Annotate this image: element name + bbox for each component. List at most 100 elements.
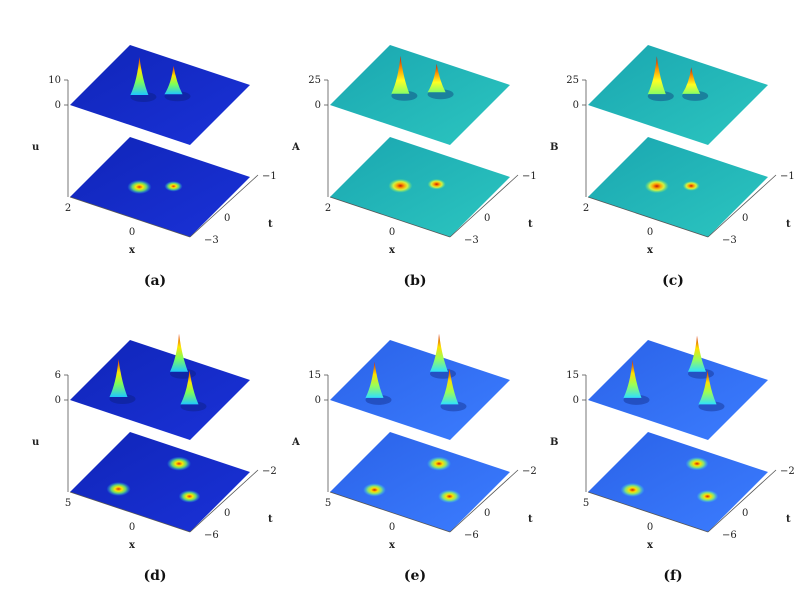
x-axis-label: x <box>129 245 136 256</box>
z-tick-label: 25 <box>566 75 579 86</box>
peak <box>365 361 384 398</box>
x-tick-label: 0 <box>129 227 135 238</box>
t-tick-label: −1 <box>522 171 537 182</box>
surface-plane <box>330 340 510 440</box>
x-axis-line <box>329 491 451 533</box>
surface-plane <box>330 45 510 145</box>
z-tick-label: 0 <box>55 395 61 406</box>
t-tick-label: −1 <box>262 171 277 182</box>
panel-b: 25 0 A 2 0 x −1 0 −3 t (b) <box>291 45 537 289</box>
panel-caption: (d) <box>143 568 166 584</box>
t-tick-label: −2 <box>522 466 537 477</box>
peak <box>170 333 188 372</box>
x-tick-label: 5 <box>583 498 589 509</box>
panel-caption: (a) <box>144 273 166 289</box>
x-tick-label: 0 <box>647 522 653 533</box>
projection-plane <box>330 432 510 532</box>
projection-spot <box>127 179 152 194</box>
x-axis-line <box>587 196 709 238</box>
peak <box>430 333 448 372</box>
projection-spot <box>427 456 451 471</box>
t-tick-label: −2 <box>262 466 277 477</box>
z-tick-label: 25 <box>308 75 321 86</box>
x-tick-label: 0 <box>647 227 653 238</box>
panel-caption: (e) <box>404 568 426 584</box>
t-tick-label: 0 <box>224 508 230 519</box>
z-tick-label: 0 <box>315 395 321 406</box>
x-tick-label: 0 <box>389 522 395 533</box>
t-axis-label: t <box>528 219 533 230</box>
t-tick-label: 0 <box>224 213 230 224</box>
projection-spot <box>685 457 709 471</box>
t-axis-label: t <box>786 514 791 525</box>
t-axis-label: t <box>786 219 791 230</box>
projection-spot <box>363 483 386 497</box>
t-tick-label: −1 <box>780 171 795 182</box>
panel-c: 25 0 B 2 0 x −1 0 −3 t (c) <box>550 45 795 289</box>
panel-f: 15 0 B 5 0 x −2 0 −6 t (f) <box>550 335 795 584</box>
z-axis-label: A <box>291 437 300 448</box>
panel-caption: (b) <box>403 273 426 289</box>
z-tick-label: 0 <box>315 100 321 111</box>
x-axis-label: x <box>647 540 654 551</box>
panel-d: 6 0 u 5 0 x −2 0 −6 t (d) <box>32 333 277 584</box>
t-axis-line <box>449 469 519 533</box>
t-tick-label: 0 <box>742 508 748 519</box>
x-tick-label: 0 <box>129 522 135 533</box>
projection-plane <box>588 432 768 532</box>
t-axis-line <box>707 174 777 238</box>
projection-spot <box>427 178 446 190</box>
z-tick-label: 0 <box>55 100 61 111</box>
z-axis-label: B <box>550 142 558 153</box>
surface-plane <box>588 340 768 440</box>
t-tick-label: −3 <box>722 235 737 246</box>
projection-spot <box>696 490 719 503</box>
x-axis-line <box>69 491 191 533</box>
peak <box>109 359 128 397</box>
peak <box>180 370 199 405</box>
projection-plane <box>588 137 768 237</box>
peak <box>623 359 642 398</box>
t-tick-label: −6 <box>722 530 737 541</box>
panel-caption: (c) <box>662 273 684 289</box>
projection-plane <box>330 137 510 237</box>
surface-plane <box>70 340 250 440</box>
surface-plane <box>588 45 768 145</box>
peak <box>688 335 706 372</box>
peak <box>427 63 446 93</box>
t-axis-label: t <box>268 514 273 525</box>
x-tick-label: 2 <box>583 203 589 214</box>
t-tick-label: −3 <box>464 235 479 246</box>
surface-plane <box>70 45 250 145</box>
projection-spot <box>388 178 413 193</box>
projection-spot <box>178 490 201 503</box>
x-axis-label: x <box>389 540 396 551</box>
t-axis-line <box>189 469 259 533</box>
z-tick-label: 6 <box>55 370 61 381</box>
z-axis-label: B <box>550 437 558 448</box>
z-axis-label: u <box>32 437 39 448</box>
projection-plane <box>70 432 250 532</box>
t-axis-line <box>449 174 519 238</box>
projection-spot <box>620 482 645 497</box>
t-axis-line <box>707 469 777 533</box>
t-tick-label: 0 <box>484 508 490 519</box>
x-axis-label: x <box>647 245 654 256</box>
z-tick-label: 0 <box>573 395 579 406</box>
projection-spot <box>164 181 183 192</box>
t-tick-label: 0 <box>484 213 490 224</box>
projection-spot <box>167 456 191 471</box>
z-tick-label: 15 <box>566 370 579 381</box>
t-axis-line <box>189 174 259 238</box>
peak <box>440 368 459 405</box>
panel-a: 10 0 u 2 0 x −1 0 −3 t (a) <box>32 45 277 289</box>
projection-spot <box>438 489 461 504</box>
peak <box>130 56 149 95</box>
x-tick-label: 0 <box>389 227 395 238</box>
t-axis-label: t <box>268 219 273 230</box>
x-tick-label: 5 <box>65 498 71 509</box>
t-axis-label: t <box>528 514 533 525</box>
t-tick-label: −6 <box>464 530 479 541</box>
x-axis-line <box>587 491 709 533</box>
